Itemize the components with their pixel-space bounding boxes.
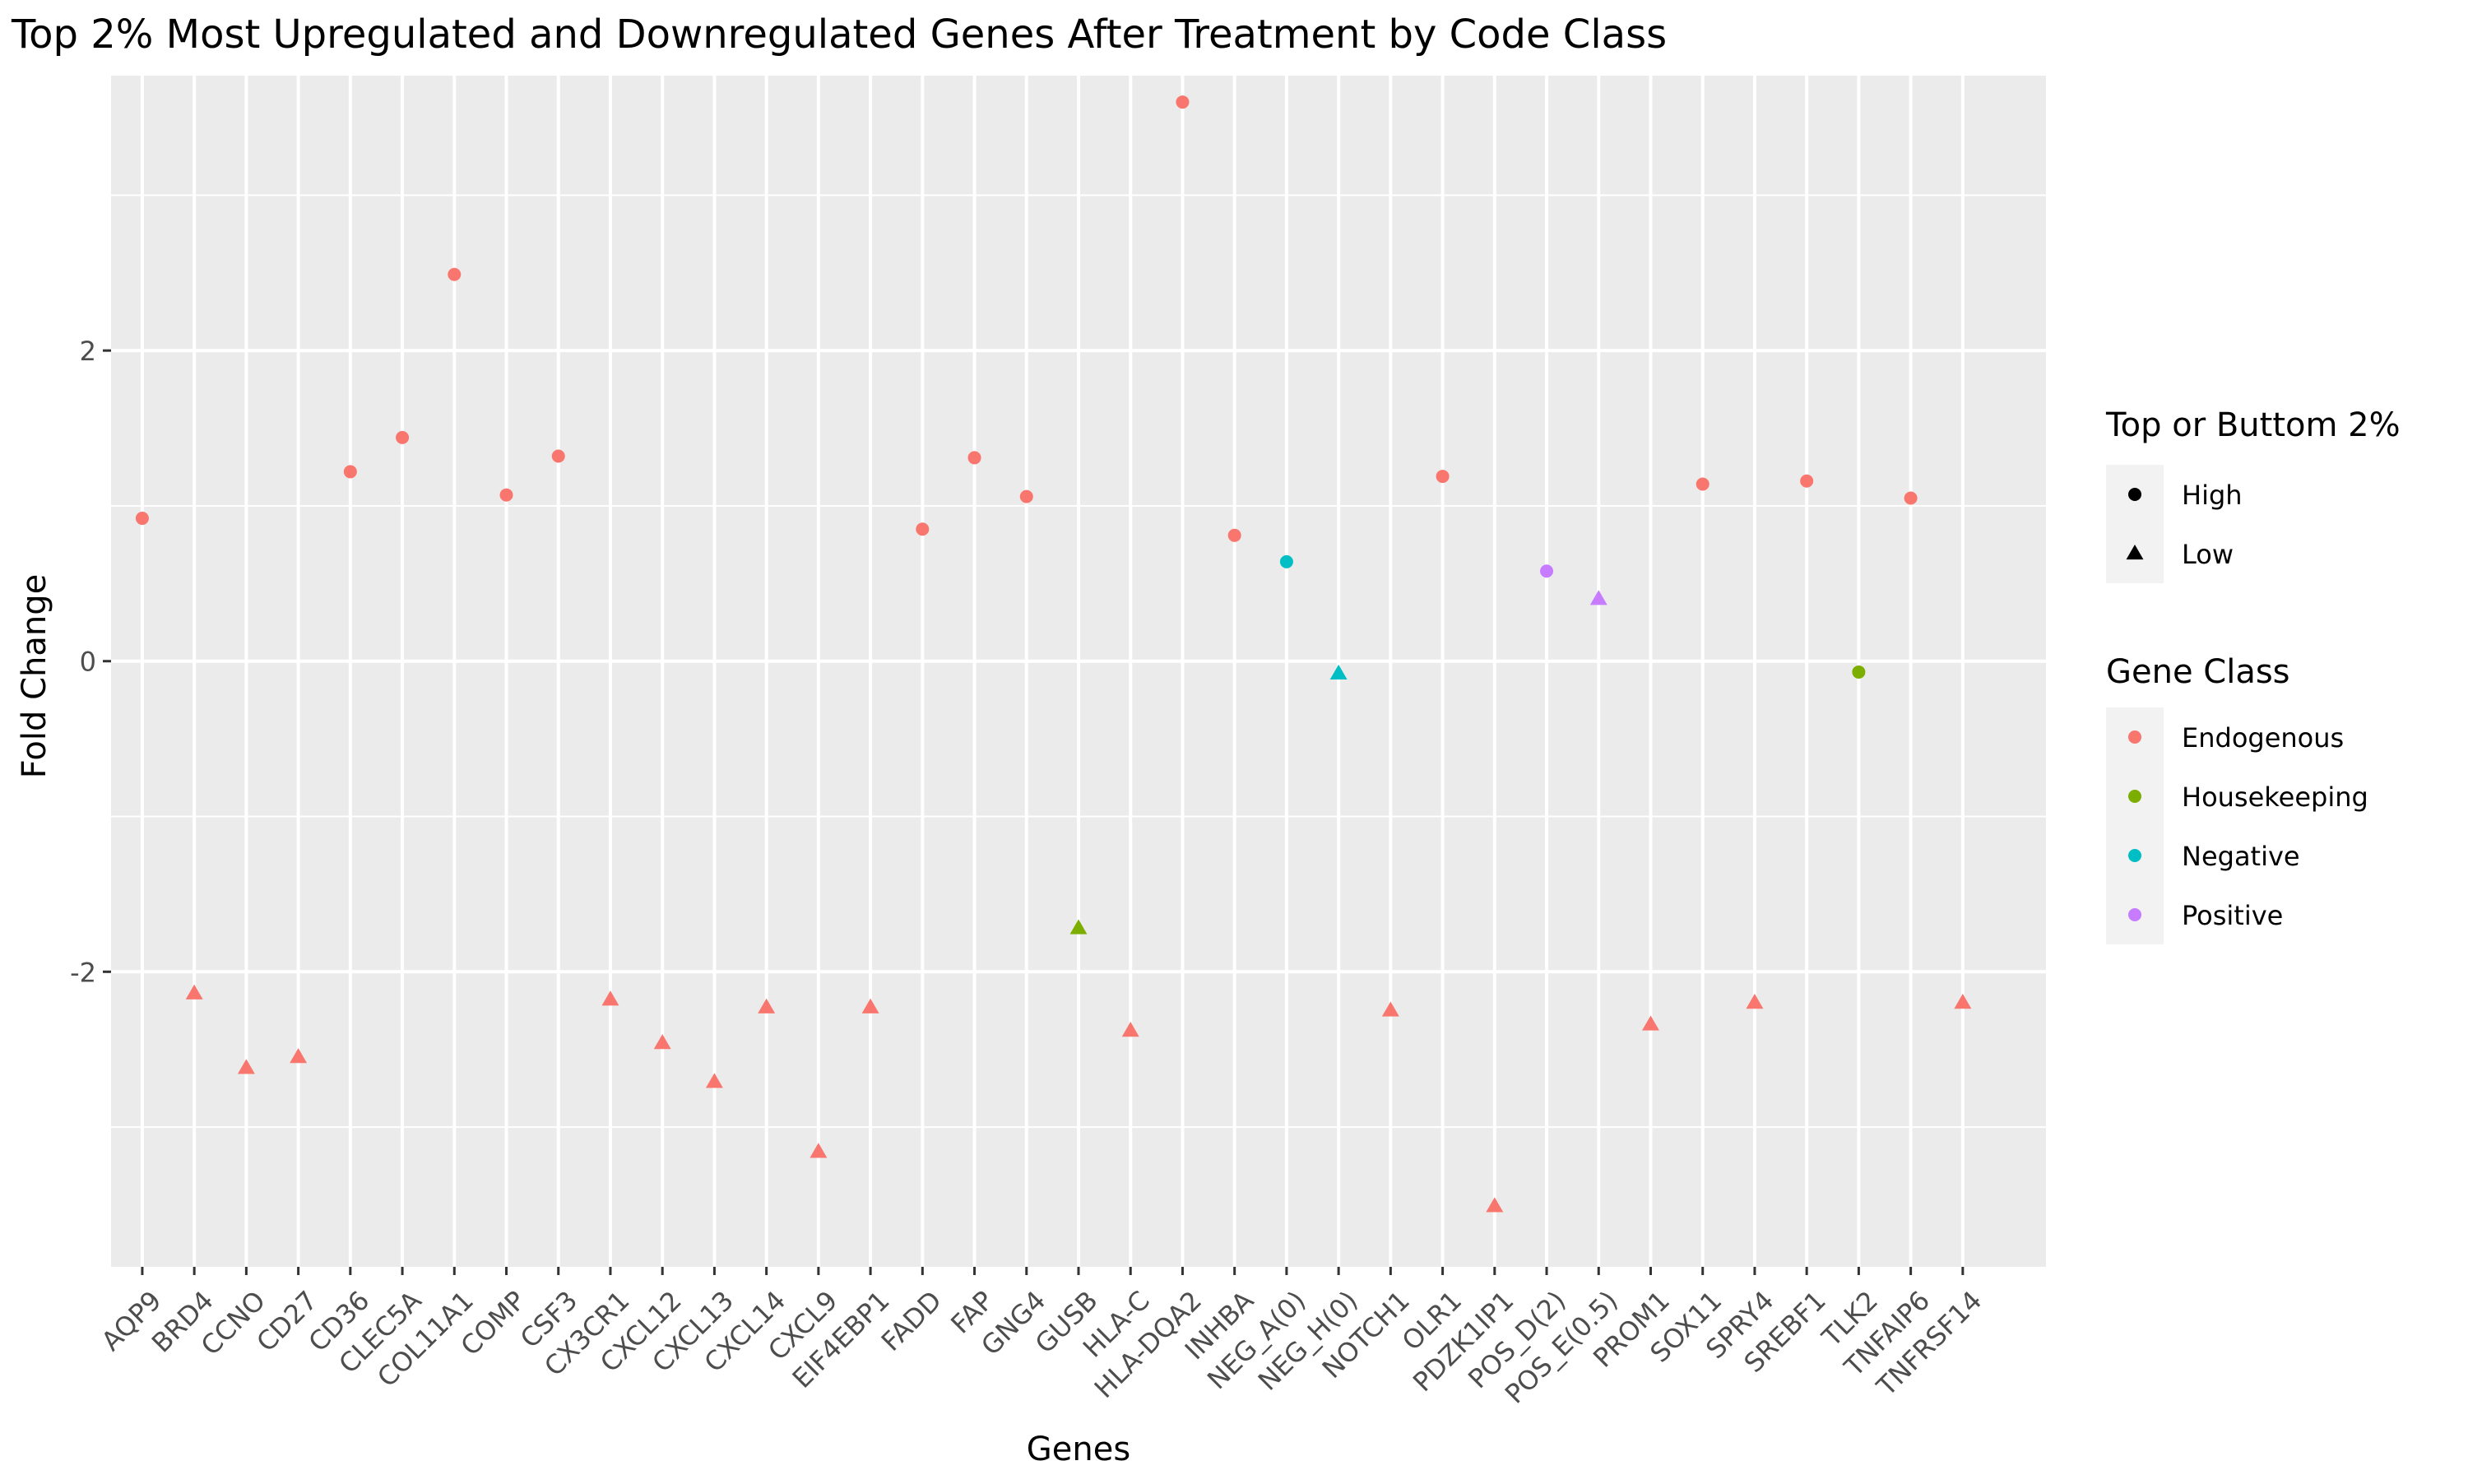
data-point [290,1048,308,1064]
data-point [1696,477,1710,491]
legend-color-label: Positive [2182,900,2283,931]
x-tick-label: FADD [875,1285,948,1357]
legend-shape: Top or Buttom 2% High Low [2105,406,2401,583]
data-point [499,488,513,502]
legend-shape-label: High [2182,480,2243,511]
grid-lines [111,76,2046,1267]
y-axis-title: Fold Change [16,574,53,778]
data-point [1381,1001,1399,1017]
data-point [1279,554,1293,568]
data-point [1019,489,1033,503]
legend-key-symbol [2128,849,2141,862]
y-tick-label: -2 [70,957,96,988]
data-point [343,465,357,479]
data-point [1486,1197,1504,1213]
data-point [1642,1015,1659,1031]
data-point [705,1073,723,1088]
legend-color-label: Negative [2182,841,2300,872]
data-point [1904,491,1918,505]
data-point [1227,528,1241,542]
data-point [916,522,930,536]
data-point [1329,664,1348,679]
data-point [601,990,619,1006]
legend-color-label: Endogenous [2182,722,2344,754]
data-point [1746,994,1764,1009]
data-point [1800,474,1814,488]
legend-key-symbol [2128,488,2141,501]
data-point [1852,665,1866,679]
data-point [810,1143,828,1158]
chart-title: Top 2% Most Upregulated and Downregulate… [11,12,1667,58]
data-point [758,998,776,1013]
data-point [237,1059,255,1074]
data-point [861,998,879,1013]
data-point [1436,470,1450,484]
legend-key-symbol [2128,790,2141,803]
data-point [1069,919,1088,934]
data-point [396,430,410,444]
legend-color-label: Housekeeping [2182,781,2368,813]
legend-key-symbol [2128,908,2141,921]
legend-key-symbol [2126,545,2144,560]
data-point [1540,564,1554,578]
data-point [1589,590,1607,605]
y-tick-label: 2 [80,336,96,367]
data-point [967,451,981,465]
data-point [1121,1022,1139,1037]
data-points [135,95,1972,1213]
data-point [135,512,149,526]
data-point [1176,95,1190,109]
data-point [448,267,462,281]
legend-color-title: Gene Class [2106,653,2290,691]
legend-key-symbol [2128,730,2141,744]
data-point [551,449,565,463]
legend-shape-title: Top or Buttom 2% [2105,406,2401,444]
legend-shape-label: Low [2182,539,2234,570]
data-point [653,1034,671,1050]
data-point [185,984,203,999]
y-tick-label: 0 [80,647,96,678]
data-point [1954,994,1972,1009]
x-axis-title: Genes [1027,1431,1130,1468]
legend-color: Gene Class Endogenous Housekeeping Negativ… [2106,653,2368,944]
